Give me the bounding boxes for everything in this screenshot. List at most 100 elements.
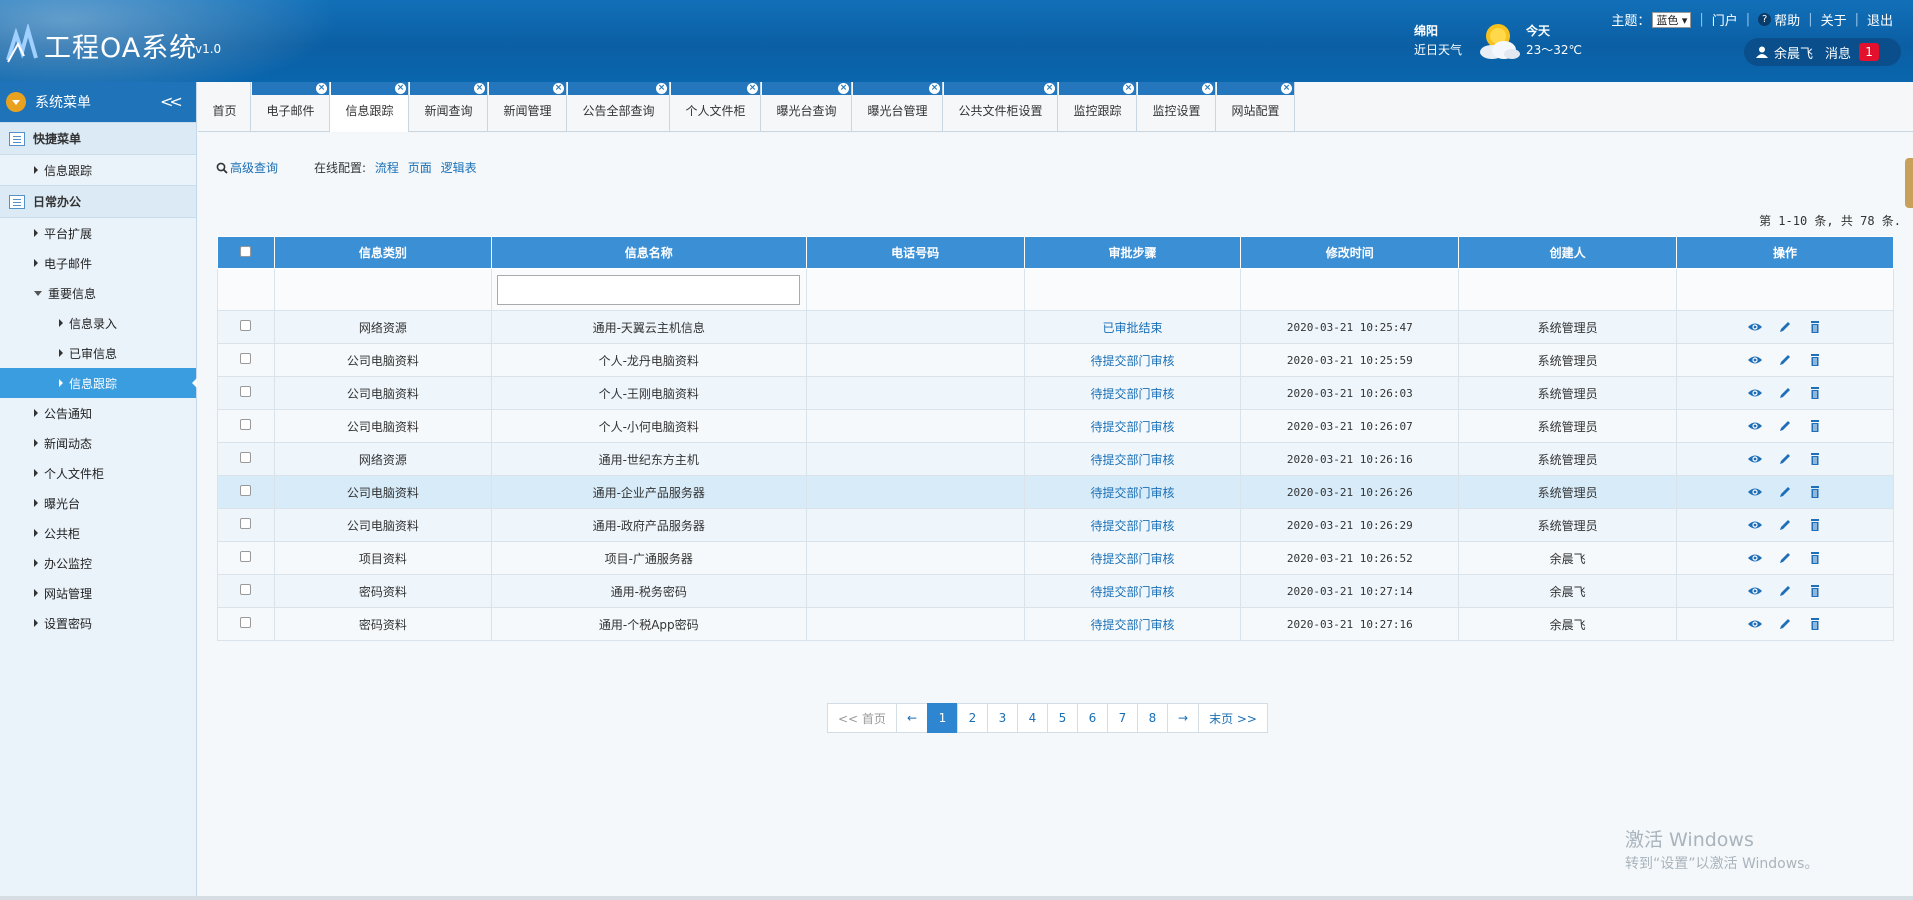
approval-step-link[interactable]: 待提交部门审核 [1090, 518, 1175, 533]
sidebar-item-reviewed-info[interactable]: 已审信息 [0, 338, 196, 368]
row-checkbox[interactable] [240, 419, 252, 430]
delete-trash-icon[interactable] [1807, 518, 1823, 532]
section-daily-office[interactable]: 日常办公 [0, 185, 196, 218]
sidebar-item-info-tracking[interactable]: 信息跟踪 [0, 368, 197, 398]
view-eye-icon[interactable] [1747, 551, 1763, 565]
table-row[interactable]: 网络资源 通用-世纪东方主机 待提交部门审核 2020-03-21 10:26:16 系… [217, 442, 1894, 476]
last-page-button[interactable]: 末页 >> [1198, 703, 1268, 733]
column-header[interactable]: 审批步骤 [1023, 236, 1242, 269]
sidebar-item-site-management[interactable]: 网站管理 [0, 578, 196, 608]
config-page-link[interactable]: 页面 [407, 161, 432, 175]
next-page-button[interactable]: → [1167, 703, 1200, 733]
table-row[interactable]: 密码资料 通用-个税App密码 待提交部门审核 2020-03-21 10:27:16… [217, 607, 1894, 641]
close-icon[interactable]: × [747, 83, 758, 94]
sidebar-item-email[interactable]: 电子邮件 [0, 248, 196, 278]
close-icon[interactable]: × [838, 83, 849, 94]
close-icon[interactable]: × [316, 83, 327, 94]
delete-trash-icon[interactable] [1807, 452, 1823, 466]
table-row[interactable]: 公司电脑资料 通用-企业产品服务器 待提交部门审核 2020-03-21 10:26:… [217, 475, 1894, 509]
advanced-search-link[interactable]: 高级查询 [230, 161, 279, 175]
tab-public-cabinet-settings[interactable]: × 公共文件柜设置 [943, 82, 1058, 132]
edit-pencil-icon[interactable] [1777, 353, 1793, 367]
messages-link[interactable]: 消息 [1825, 46, 1852, 62]
help-link[interactable]: 帮助 [1774, 14, 1801, 29]
tab-email[interactable]: × 电子邮件 [251, 82, 330, 132]
page-button-8[interactable]: 8 [1137, 703, 1168, 733]
approval-step-link[interactable]: 待提交部门审核 [1090, 584, 1175, 599]
edit-pencil-icon[interactable] [1777, 584, 1793, 598]
section-quick-menu[interactable]: 快捷菜单 [0, 122, 196, 155]
edit-pencil-icon[interactable] [1777, 320, 1793, 334]
view-eye-icon[interactable] [1747, 320, 1763, 334]
tab-exposure-management[interactable]: × 曝光台管理 [852, 82, 943, 132]
tab-home[interactable]: 首页 [198, 82, 251, 132]
table-row[interactable]: 密码资料 通用-税务密码 待提交部门审核 2020-03-21 10:27:14 余晨飞 [217, 574, 1894, 608]
close-icon[interactable]: × [1044, 83, 1055, 94]
row-checkbox[interactable] [240, 584, 252, 595]
delete-trash-icon[interactable] [1807, 617, 1823, 631]
approval-step-link[interactable]: 待提交部门审核 [1090, 419, 1175, 434]
row-checkbox[interactable] [240, 551, 252, 562]
table-row[interactable]: 公司电脑资料 通用-政府产品服务器 待提交部门审核 2020-03-21 10:26:… [217, 508, 1894, 542]
quick-item-info-tracking[interactable]: 信息跟踪 [0, 155, 196, 185]
row-checkbox[interactable] [240, 617, 252, 628]
column-header[interactable]: 电话号码 [805, 236, 1025, 269]
table-row[interactable]: 公司电脑资料 个人-王刚电脑资料 待提交部门审核 2020-03-21 10:26:0… [217, 376, 1894, 410]
sidebar-item-exposure[interactable]: 曝光台 [0, 488, 196, 518]
page-button-3[interactable]: 3 [987, 703, 1018, 733]
delete-trash-icon[interactable] [1807, 386, 1823, 400]
approval-step-link[interactable]: 待提交部门审核 [1090, 551, 1175, 566]
close-icon[interactable]: × [656, 83, 667, 94]
user-name[interactable]: 余晨飞 [1774, 46, 1814, 62]
close-icon[interactable]: × [1281, 83, 1292, 94]
approval-step-link[interactable]: 已审批结束 [1102, 320, 1163, 335]
approval-step-link[interactable]: 待提交部门审核 [1090, 617, 1175, 632]
sidebar-item-important-info[interactable]: 重要信息 [0, 278, 196, 308]
page-button-2[interactable]: 2 [957, 703, 988, 733]
tab-monitor-tracking[interactable]: × 监控跟踪 [1058, 82, 1137, 132]
close-icon[interactable]: × [474, 83, 485, 94]
name-filter-input[interactable] [497, 274, 801, 305]
delete-trash-icon[interactable] [1807, 320, 1823, 334]
help-icon[interactable]: ? [1758, 13, 1772, 26]
about-link[interactable]: 关于 [1820, 14, 1847, 29]
view-eye-icon[interactable] [1747, 452, 1763, 466]
edit-pencil-icon[interactable] [1777, 419, 1793, 433]
tab-monitor-settings[interactable]: × 监控设置 [1137, 82, 1216, 132]
column-header[interactable]: 信息类别 [273, 236, 492, 269]
tab-personal-cabinet[interactable]: × 个人文件柜 [670, 82, 761, 132]
page-button-4[interactable]: 4 [1017, 703, 1048, 733]
close-icon[interactable]: × [1202, 83, 1213, 94]
row-checkbox[interactable] [240, 386, 252, 397]
delete-trash-icon[interactable] [1807, 353, 1823, 367]
tab-site-config[interactable]: × 网站配置 [1216, 82, 1295, 132]
collapse-sidebar-icon[interactable]: << [160, 92, 183, 111]
delete-trash-icon[interactable] [1807, 584, 1823, 598]
approval-step-link[interactable]: 待提交部门审核 [1090, 386, 1175, 401]
page-button-1[interactable]: 1 [927, 703, 958, 733]
table-row[interactable]: 公司电脑资料 个人-小何电脑资料 待提交部门审核 2020-03-21 10:26:0… [217, 409, 1894, 443]
first-page-button[interactable]: << 首页 [827, 703, 897, 733]
close-icon[interactable]: × [395, 83, 406, 94]
menu-toggle-icon[interactable] [6, 92, 26, 112]
delete-trash-icon[interactable] [1807, 485, 1823, 499]
page-button-7[interactable]: 7 [1107, 703, 1138, 733]
row-checkbox[interactable] [240, 320, 252, 331]
tab-news-management[interactable]: × 新闻管理 [488, 82, 567, 132]
user-pill[interactable]: 余晨飞 消息 1 [1744, 38, 1901, 66]
view-eye-icon[interactable] [1747, 518, 1763, 532]
tab-news-query[interactable]: × 新闻查询 [409, 82, 488, 132]
row-checkbox[interactable] [240, 485, 252, 496]
tab-announcement-query[interactable]: × 公告全部查询 [567, 82, 670, 132]
sidebar-item-info-entry[interactable]: 信息录入 [0, 308, 196, 338]
table-row[interactable]: 网络资源 通用-天翼云主机信息 已审批结束 2020-03-21 10:25:47 系统… [217, 310, 1894, 344]
column-header[interactable]: 创建人 [1458, 236, 1678, 269]
row-checkbox[interactable] [240, 452, 252, 463]
view-eye-icon[interactable] [1747, 386, 1763, 400]
view-eye-icon[interactable] [1747, 617, 1763, 631]
edit-pencil-icon[interactable] [1777, 551, 1793, 565]
sidebar-item-set-password[interactable]: 设置密码 [0, 608, 196, 638]
edit-pencil-icon[interactable] [1777, 452, 1793, 466]
column-header[interactable]: 信息名称 [490, 236, 807, 269]
sidebar-item-platform-extension[interactable]: 平台扩展 [0, 218, 196, 248]
